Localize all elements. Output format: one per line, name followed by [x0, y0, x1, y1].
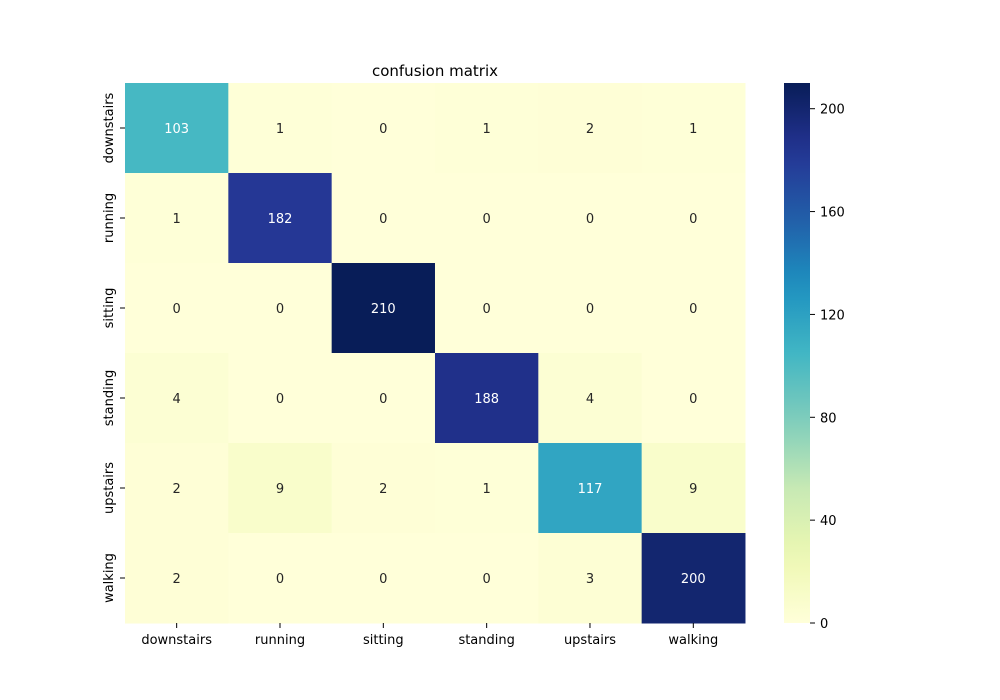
x-tick-label: downstairs: [141, 633, 212, 648]
cell-value-label: 1: [483, 482, 491, 497]
cell-value-label: 9: [276, 482, 284, 497]
cell-value-label: 9: [689, 482, 697, 497]
cell-value-label: 1: [483, 122, 491, 137]
heatmap-cell: [641, 533, 746, 624]
colorbar-gradient: [784, 83, 810, 623]
cell-value-label: 0: [379, 212, 387, 227]
cell-value-label: 4: [586, 392, 594, 407]
heatmap-cell-labels: 103 1 0 1 2 1 1 182 0 0 0 0 0 0 210 0 0 0 4 0 0 188 4 0 2 9 2 1 117 9…: [164, 122, 705, 587]
heatmap-cell: [331, 443, 436, 534]
colorbar: 0 40 80 120 160 200: [784, 83, 845, 632]
heatmap-cell: [228, 353, 333, 444]
colorbar-tick-label: 40: [820, 514, 837, 529]
colorbar-tick-label: 200: [820, 103, 845, 118]
cell-value-label: 188: [474, 392, 499, 407]
colorbar-tick-label: 160: [820, 206, 845, 221]
heatmap-cell: [538, 443, 643, 534]
heatmap-cell: [434, 263, 539, 354]
cell-value-label: 0: [483, 302, 491, 317]
cell-value-label: 0: [689, 212, 697, 227]
heatmap-cell: [641, 263, 746, 354]
cell-value-label: 200: [681, 572, 706, 587]
heatmap-cell: [331, 533, 436, 624]
cell-value-label: 3: [586, 572, 594, 587]
heatmap-cell: [538, 263, 643, 354]
cell-value-label: 0: [379, 122, 387, 137]
cell-value-label: 182: [268, 212, 293, 227]
heatmap-cell: [125, 353, 229, 444]
heatmap-cell: [331, 83, 436, 174]
y-tick-label: standing: [102, 370, 117, 426]
colorbar-tick-label: 120: [820, 308, 845, 323]
x-tick-label: walking: [668, 633, 718, 648]
cell-value-label: 0: [276, 302, 284, 317]
x-tick-label: sitting: [363, 633, 404, 648]
heatmap-cell: [434, 173, 539, 264]
heatmap-cell: [331, 353, 436, 444]
heatmap-cell: [228, 83, 333, 174]
y-tick-label: upstairs: [102, 462, 117, 514]
cell-value-label: 0: [379, 572, 387, 587]
colorbar-tick-label: 80: [820, 411, 837, 426]
x-axis: downstairs running sitting standing upstairs…: [141, 623, 718, 648]
colorbar-tick-label: 0: [820, 617, 828, 632]
cell-value-label: 103: [164, 122, 189, 137]
heatmap-cell: [125, 263, 229, 354]
y-axis: downstairs running sitting standing upstairs…: [102, 92, 125, 603]
cell-value-label: 0: [483, 572, 491, 587]
heatmap-cell: [641, 83, 746, 174]
cell-value-label: 0: [276, 392, 284, 407]
cell-value-label: 2: [586, 122, 594, 137]
heatmap-cell: [434, 83, 539, 174]
heatmap-cell: [228, 443, 333, 534]
heatmap-cell: [538, 353, 643, 444]
cell-value-label: 0: [689, 392, 697, 407]
cell-value-label: 2: [173, 572, 181, 587]
y-tick-label: running: [102, 193, 117, 243]
heatmap-cell: [434, 353, 539, 444]
heatmap-cell: [228, 173, 333, 264]
cell-value-label: 2: [173, 482, 181, 497]
chart-title: confusion matrix: [372, 62, 498, 80]
x-tick-label: upstairs: [564, 633, 616, 648]
heatmap-cell: [125, 533, 229, 624]
x-tick-label: running: [255, 633, 305, 648]
heatmap-cell: [641, 443, 746, 534]
heatmap-cell: [538, 83, 643, 174]
y-tick-label: walking: [102, 553, 117, 603]
cell-value-label: 0: [689, 302, 697, 317]
heatmap-cell: [125, 83, 229, 174]
heatmap-cell: [434, 443, 539, 534]
heatmap-cell: [125, 173, 229, 264]
heatmap-cell: [331, 173, 436, 264]
heatmap-cell: [538, 173, 643, 264]
cell-value-label: 1: [276, 122, 284, 137]
heatmap-cell: [641, 173, 746, 264]
cell-value-label: 1: [689, 122, 697, 137]
x-tick-label: standing: [458, 633, 514, 648]
cell-value-label: 4: [173, 392, 181, 407]
cell-value-label: 0: [586, 302, 594, 317]
heatmap-cell: [331, 263, 436, 354]
y-tick-label: sitting: [102, 288, 117, 329]
cell-value-label: 0: [276, 572, 284, 587]
cell-value-label: 1: [173, 212, 181, 227]
cell-value-label: 2: [379, 482, 387, 497]
cell-value-label: 117: [578, 482, 603, 497]
heatmap-cell: [641, 353, 746, 444]
heatmap-cells: [125, 83, 746, 624]
cell-value-label: 0: [173, 302, 181, 317]
heatmap-cell: [538, 533, 643, 624]
cell-value-label: 0: [483, 212, 491, 227]
cell-value-label: 0: [379, 392, 387, 407]
heatmap-cell: [228, 263, 333, 354]
heatmap-cell: [125, 443, 229, 534]
y-tick-label: downstairs: [102, 92, 117, 163]
cell-value-label: 210: [371, 302, 396, 317]
cell-value-label: 0: [586, 212, 594, 227]
heatmap-cell: [228, 533, 333, 624]
heatmap-cell: [434, 533, 539, 624]
